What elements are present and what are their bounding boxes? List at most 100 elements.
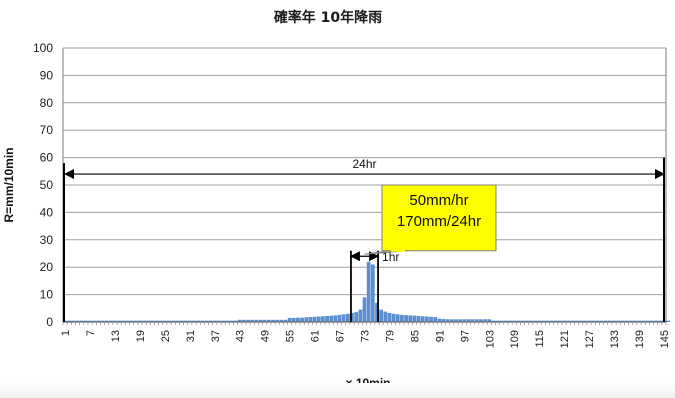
bar	[271, 319, 275, 322]
bar	[462, 319, 467, 322]
bar	[562, 320, 566, 322]
bar	[192, 320, 196, 322]
bar	[508, 320, 512, 322]
bar	[416, 315, 421, 322]
bar	[67, 320, 72, 322]
bar	[79, 320, 84, 322]
bar	[479, 319, 483, 322]
bar	[321, 316, 325, 322]
bar	[504, 320, 508, 322]
bar	[553, 320, 558, 322]
x-tick-label: 49	[260, 330, 272, 342]
bar	[620, 320, 625, 322]
bar	[379, 309, 384, 322]
bar	[104, 320, 109, 322]
bar	[275, 319, 280, 322]
bar	[88, 320, 92, 322]
x-tick-labels: 1 7 13 19 25 31 37 43 49 55 61 67 73 79 85 91 97 103 109 11…	[60, 330, 671, 348]
bar	[362, 297, 367, 322]
x-tick-label: 79	[384, 330, 396, 342]
bar	[649, 320, 654, 322]
bar	[566, 320, 571, 322]
bar	[570, 320, 575, 322]
callout-box	[381, 184, 497, 252]
bar	[375, 302, 379, 322]
bar	[358, 309, 363, 322]
x-tick-label: 97	[459, 330, 471, 342]
x-tick-label: 139	[634, 330, 646, 348]
bar	[163, 320, 167, 322]
bar	[549, 320, 554, 322]
x-tick-label: 145	[659, 330, 671, 348]
bar	[312, 316, 317, 322]
bar	[491, 320, 496, 322]
bar	[499, 320, 504, 322]
bar	[279, 319, 284, 322]
span-24hr-label: 24hr	[352, 157, 376, 171]
y-tick-label: 30	[40, 233, 54, 247]
x-tick-label: 91	[434, 330, 446, 342]
x-tick-label: 61	[310, 330, 322, 342]
x-tick-label: 133	[609, 330, 621, 348]
bar	[92, 320, 97, 322]
bar	[495, 320, 500, 322]
bar	[541, 320, 546, 322]
bar	[387, 312, 392, 322]
bar	[533, 320, 537, 322]
bar	[84, 320, 88, 322]
chart-title: 確率年 10年降雨	[274, 9, 382, 26]
bar	[595, 320, 600, 322]
bar	[408, 315, 413, 322]
bar	[325, 315, 329, 322]
bar	[599, 320, 604, 322]
bar	[354, 312, 359, 322]
bar	[221, 320, 225, 322]
bar	[246, 319, 250, 322]
bar	[616, 320, 621, 322]
x-tick-label: 13	[110, 330, 122, 342]
y-tick-label: 90	[40, 68, 54, 82]
x-tick-label: 37	[210, 330, 222, 342]
bar	[200, 320, 205, 322]
bar	[196, 320, 201, 322]
x-tick-label: 7	[85, 330, 97, 336]
bar	[75, 320, 80, 322]
bar	[258, 319, 263, 322]
span-1hr-label: 1hr	[382, 250, 399, 264]
bar	[603, 320, 608, 322]
bar	[628, 320, 633, 322]
axes	[62, 48, 667, 325]
bar	[545, 320, 550, 322]
bar-series	[63, 261, 670, 322]
bar	[645, 320, 650, 322]
x-tick-label: 127	[584, 330, 596, 348]
bar	[167, 320, 171, 322]
bar	[150, 320, 155, 322]
x-tick-label: 67	[335, 330, 347, 342]
y-tick-label: 0	[46, 315, 53, 329]
bar	[208, 320, 213, 322]
bar	[383, 311, 388, 322]
bar	[574, 320, 579, 322]
x-tick-label: 115	[534, 330, 546, 348]
bar	[412, 315, 417, 322]
bar	[63, 320, 67, 322]
bar	[254, 319, 259, 322]
bar	[433, 317, 438, 322]
bar	[117, 320, 122, 322]
bar	[395, 314, 400, 322]
bar	[217, 320, 221, 322]
bar	[520, 320, 525, 322]
callout-text-line: 50mm/hr	[409, 192, 468, 209]
bar	[558, 320, 562, 322]
bar	[133, 320, 138, 322]
bar	[129, 320, 134, 322]
y-tick-label: 70	[40, 123, 54, 137]
bar	[187, 320, 192, 322]
y-axis-title: R=mm/10min	[2, 147, 16, 222]
bar	[262, 319, 267, 322]
bar	[420, 316, 425, 322]
bar	[483, 319, 487, 322]
bar	[304, 317, 309, 322]
x-tick-label: 73	[360, 330, 372, 342]
